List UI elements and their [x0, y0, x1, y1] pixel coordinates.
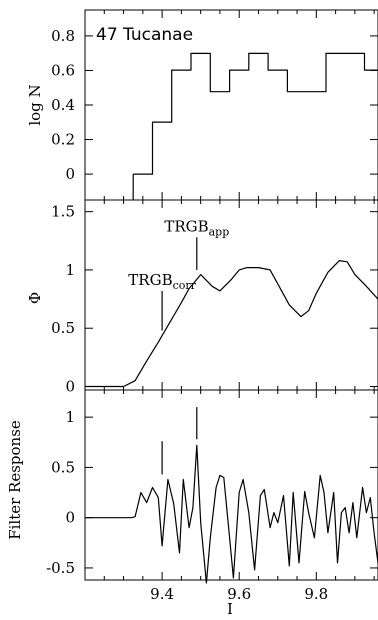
- panel-bottom-curve: [85, 444, 378, 584]
- panel-bottom-ytick-label: 1: [65, 408, 75, 426]
- panel-middle-ytick-label: 0: [65, 378, 75, 396]
- panel-middle-yticks: 0 0.5 1 1.5: [51, 200, 378, 396]
- panel-top: 0 0.2 0.4 0.6 0.8 47 Tucanae log N: [26, 9, 378, 201]
- panel-bottom-frame: [84, 389, 378, 581]
- panel-bottom-xtick-label: 9.4: [150, 585, 174, 603]
- panel-bottom-xticks: 9.4 9.6 9.8: [103, 390, 375, 603]
- panel-middle-marker-label: TRGBapp: [164, 217, 229, 238]
- panel-bottom-xtick-label: 9.6: [227, 585, 251, 603]
- panel-bottom: -0.5 0 0.5 1 9.4 9.6 9.8 Filter Response I: [6, 389, 378, 618]
- panel-bottom-ytick-label: 0.5: [51, 458, 75, 476]
- panel-bottom-yticks: -0.5 0 0.5 1: [46, 408, 378, 577]
- panel-top-ytick-label: 0: [65, 165, 75, 183]
- panel-bottom-xlabel: I: [227, 600, 233, 618]
- panel-top-ytick-label: 0.6: [51, 61, 75, 79]
- panel-top-ylabel: log N: [26, 84, 44, 125]
- panel-middle-marker-label: TRGBcorr: [128, 271, 196, 292]
- panel-middle-ylabel: Φ: [26, 292, 44, 304]
- panel-bottom-ylabel: Filter Response: [6, 420, 24, 540]
- panel-middle-ytick-label: 0.5: [51, 319, 75, 337]
- panel-top-histogram: [133, 52, 378, 175]
- panel-bottom-ytick-label: -0.5: [46, 559, 75, 577]
- panel-middle-curve: [85, 260, 378, 388]
- panel-top-ytick-label: 0.4: [51, 96, 75, 114]
- panel-middle-ytick-label: 1: [65, 261, 75, 279]
- panel-top-title: 47 Tucanae: [96, 25, 193, 45]
- panel-bottom-markers: [161, 407, 198, 475]
- panel-bottom-ytick-label: 0: [65, 509, 75, 527]
- panel-middle-frame: [84, 199, 378, 391]
- panel-middle-markers: TRGBcorr TRGBapp: [128, 217, 229, 331]
- panel-middle: 0 0.5 1 1.5 TRGBcorr TRGBapp Φ: [26, 199, 378, 396]
- panel-middle-ytick-label: 1.5: [51, 203, 75, 221]
- panel-top-ytick-label: 0.2: [51, 131, 75, 149]
- panel-bottom-xtick-label: 9.8: [304, 585, 328, 603]
- panel-top-ytick-label: 0.8: [51, 27, 75, 45]
